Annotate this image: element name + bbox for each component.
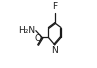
Text: F: F — [52, 2, 57, 11]
Text: O: O — [34, 34, 41, 43]
Text: N: N — [51, 46, 58, 55]
Text: H₂N: H₂N — [18, 26, 35, 35]
